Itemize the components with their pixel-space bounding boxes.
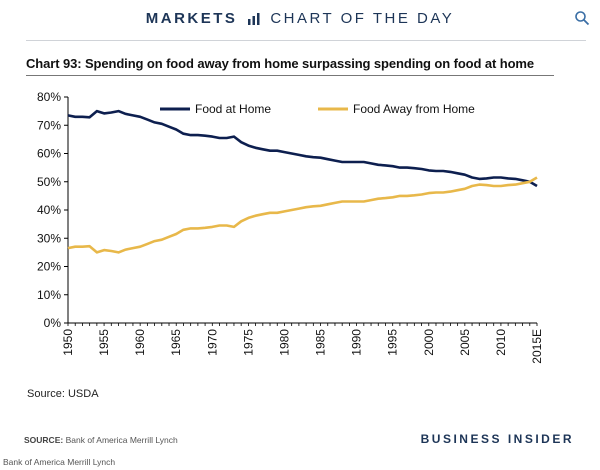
y-tick-label: 20% [37, 260, 61, 274]
y-tick-label: 30% [37, 231, 61, 245]
header-divider [26, 40, 586, 41]
y-tick-label: 80% [37, 90, 61, 104]
source-note: Source: USDA [27, 388, 99, 400]
legend-label: Food Away from Home [353, 102, 475, 116]
y-tick-label: 40% [37, 203, 61, 217]
search-icon[interactable] [574, 10, 590, 26]
legend-label: Food at Home [195, 102, 271, 116]
x-tick-label: 2005 [458, 329, 472, 356]
image-credit: Bank of America Merrill Lynch [3, 457, 116, 467]
y-tick-label: 70% [37, 118, 61, 132]
brand-logo[interactable]: BUSINESS INSIDER [420, 432, 574, 446]
y-tick-label: 60% [37, 147, 61, 161]
y-tick-label: 10% [37, 288, 61, 302]
x-tick-label: 1970 [205, 329, 219, 356]
x-tick-label: 2000 [422, 329, 436, 356]
x-tick-label: 2015E [530, 329, 544, 364]
x-tick-label: 2010 [494, 329, 508, 356]
footer-source: SOURCE: Bank of America Merrill Lynch [24, 435, 178, 445]
title-divider [26, 75, 554, 76]
bar-chart-icon [247, 12, 260, 25]
x-tick-label: 1985 [314, 329, 328, 356]
header-chart-of-the-day: CHART OF THE DAY [270, 10, 455, 27]
y-tick-label: 50% [37, 175, 61, 189]
page-header: MARKETS CHART OF THE DAY [0, 10, 600, 30]
x-tick-label: 1955 [97, 329, 111, 356]
x-tick-label: 1950 [61, 329, 75, 356]
header-markets: MARKETS [145, 10, 238, 27]
x-tick-label: 1965 [169, 329, 183, 356]
chart-title: Chart 93: Spending on food away from hom… [26, 56, 534, 71]
x-tick-label: 1980 [277, 329, 291, 356]
series-line-food-at-home [67, 109, 538, 188]
x-tick-label: 1975 [241, 329, 255, 356]
y-tick-label: 0% [44, 316, 62, 330]
series-line-food-away-from-home [67, 176, 538, 254]
x-tick-label: 1995 [386, 329, 400, 356]
x-tick-label: 1990 [350, 329, 364, 356]
x-tick-label: 1960 [133, 329, 147, 356]
